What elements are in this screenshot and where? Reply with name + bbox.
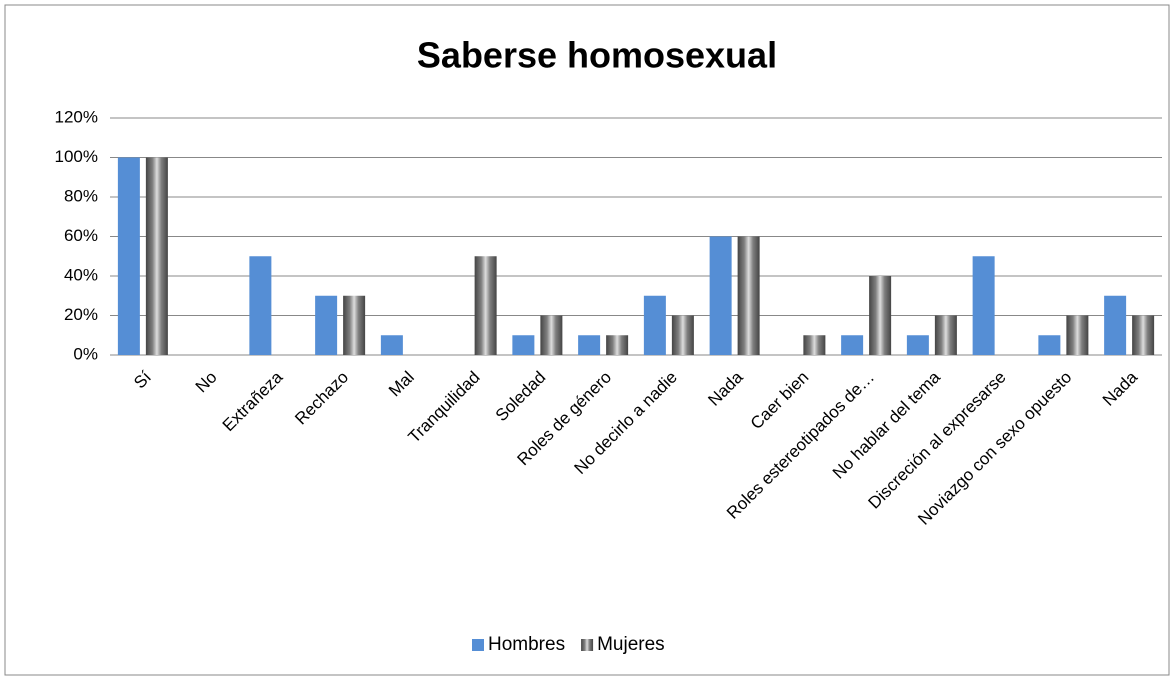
bar bbox=[643, 295, 666, 355]
bar bbox=[315, 295, 338, 355]
bar bbox=[671, 315, 694, 355]
bar bbox=[540, 315, 563, 355]
chart-title: Saberse homosexual bbox=[417, 35, 777, 76]
y-tick-label: 100% bbox=[55, 147, 98, 166]
bar bbox=[934, 315, 957, 355]
bar bbox=[737, 236, 760, 355]
legend-label: Hombres bbox=[488, 634, 565, 655]
bar bbox=[1132, 315, 1155, 355]
bar bbox=[343, 295, 366, 355]
bar bbox=[249, 256, 272, 355]
bar bbox=[1038, 335, 1061, 355]
legend-label: Mujeres bbox=[597, 634, 665, 655]
bar bbox=[841, 335, 864, 355]
bar bbox=[512, 335, 535, 355]
y-tick-label: 40% bbox=[64, 265, 98, 284]
legend-swatch bbox=[472, 639, 484, 651]
bar bbox=[709, 236, 732, 355]
bar bbox=[803, 335, 826, 355]
bar bbox=[117, 157, 140, 355]
bar bbox=[1066, 315, 1089, 355]
bar bbox=[606, 335, 629, 355]
y-tick-label: 80% bbox=[64, 186, 98, 205]
y-tick-label: 120% bbox=[55, 107, 98, 126]
legend-swatch bbox=[581, 639, 594, 651]
bar bbox=[1104, 295, 1127, 355]
bar bbox=[474, 256, 497, 355]
bar bbox=[906, 335, 929, 355]
bar bbox=[380, 335, 403, 355]
y-tick-label: 20% bbox=[64, 305, 98, 324]
y-tick-label: 0% bbox=[73, 344, 98, 363]
y-tick-label: 60% bbox=[64, 226, 98, 245]
bar bbox=[869, 276, 892, 355]
bar bbox=[145, 157, 168, 355]
bar bbox=[578, 335, 601, 355]
bar bbox=[972, 256, 995, 355]
